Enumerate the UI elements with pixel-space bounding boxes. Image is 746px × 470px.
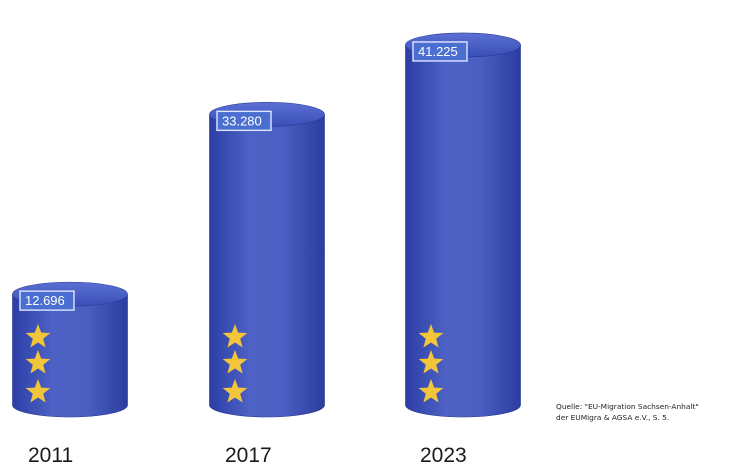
- star-icon: [418, 379, 444, 403]
- star-icon: [25, 379, 51, 403]
- star-icon: [418, 324, 444, 348]
- category-label: 2011: [28, 444, 73, 467]
- bar-2023: 41.225 2023: [405, 32, 521, 467]
- bar-2011: 12.696 2011: [12, 281, 128, 467]
- source-line-2: der EUMigra & AGSA e.V., S. 5.: [556, 413, 670, 422]
- bar-body: [209, 114, 325, 418]
- category-label: 2023: [420, 444, 467, 467]
- star-icon: [222, 324, 248, 348]
- value-label-box: [19, 290, 75, 311]
- source-note: Quelle: "EU-Migration Sachsen-Anhalt" de…: [556, 401, 741, 423]
- value-label: 33.280: [222, 113, 262, 128]
- star-icon: [222, 379, 248, 403]
- value-label-box: [412, 41, 468, 62]
- star-icon: [418, 350, 444, 374]
- source-line-1: Quelle: "EU-Migration Sachsen-Anhalt": [556, 402, 699, 411]
- value-label-box: [216, 110, 272, 132]
- star-icon: [25, 350, 51, 374]
- star-icon: [25, 324, 51, 348]
- bar-2017: 33.280 2017: [209, 102, 325, 467]
- bar-body: [12, 294, 128, 418]
- value-label: 41.225: [418, 44, 458, 59]
- star-icon: [222, 350, 248, 374]
- category-label: 2017: [225, 444, 272, 467]
- value-label: 12.696: [25, 293, 65, 308]
